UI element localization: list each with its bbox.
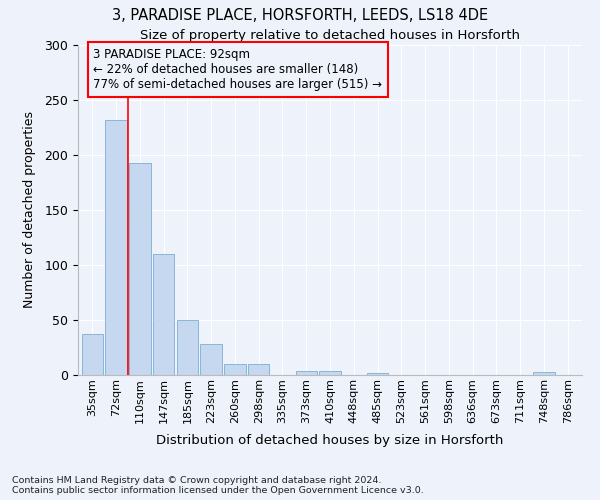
Bar <box>319 370 341 375</box>
Bar <box>200 344 222 375</box>
Bar <box>248 364 269 375</box>
Bar <box>176 320 198 375</box>
Bar <box>129 162 151 375</box>
Bar <box>367 373 388 375</box>
Bar <box>224 364 245 375</box>
Bar <box>106 120 127 375</box>
Bar <box>296 370 317 375</box>
Y-axis label: Number of detached properties: Number of detached properties <box>23 112 36 308</box>
Bar <box>533 372 554 375</box>
Text: Contains HM Land Registry data © Crown copyright and database right 2024.
Contai: Contains HM Land Registry data © Crown c… <box>12 476 424 495</box>
Text: 3 PARADISE PLACE: 92sqm
← 22% of detached houses are smaller (148)
77% of semi-d: 3 PARADISE PLACE: 92sqm ← 22% of detache… <box>94 48 382 92</box>
Bar <box>82 334 103 375</box>
Bar <box>153 254 174 375</box>
Title: Size of property relative to detached houses in Horsforth: Size of property relative to detached ho… <box>140 30 520 43</box>
X-axis label: Distribution of detached houses by size in Horsforth: Distribution of detached houses by size … <box>157 434 503 447</box>
Text: 3, PARADISE PLACE, HORSFORTH, LEEDS, LS18 4DE: 3, PARADISE PLACE, HORSFORTH, LEEDS, LS1… <box>112 8 488 22</box>
